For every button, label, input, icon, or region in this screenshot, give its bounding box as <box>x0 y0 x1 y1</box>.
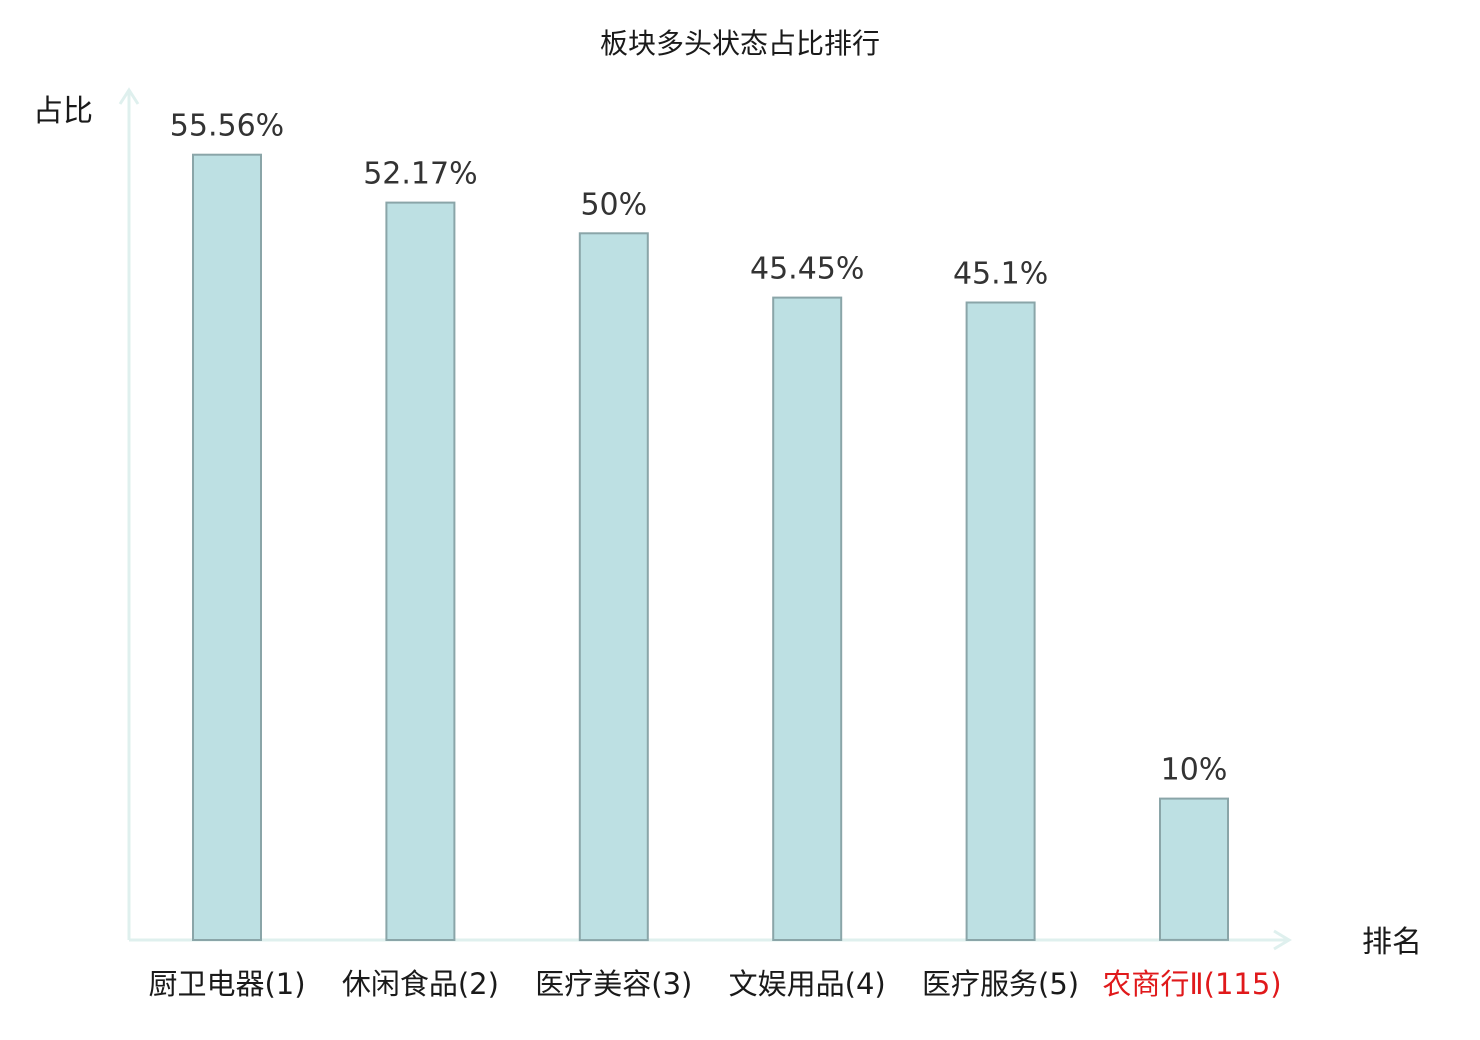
category-label: 厨卫电器(1) <box>148 967 305 1001</box>
chart-title: 板块多头状态占比排行 <box>600 27 880 60</box>
x-axis-arrow <box>1273 929 1292 951</box>
bar <box>578 232 649 942</box>
value-labels-group: 55.56% 52.17% 50% 45.45% 45.1% 10% <box>170 109 1228 788</box>
bar-value-label: 45.1% <box>953 257 1048 292</box>
category-labels-group: 厨卫电器(1) 休闲食品(2) 医疗美容(3) 文娱用品(4) 医疗服务(5) 农商行Ⅱ(… <box>148 967 1281 1001</box>
bar-value-label: 10% <box>1161 753 1228 788</box>
y-axis-label: 占比 <box>33 94 93 129</box>
bar <box>965 301 1036 941</box>
bar <box>772 296 843 942</box>
category-label: 文娱用品(4) <box>729 967 886 1001</box>
bar-value-label: 50% <box>580 187 647 222</box>
x-axis-label: 排名 <box>1362 925 1422 960</box>
bar <box>385 201 456 942</box>
y-axis-arrow <box>118 87 140 105</box>
bar-value-label: 55.56% <box>170 109 284 144</box>
category-label: 医疗美容(3) <box>535 967 692 1001</box>
bar-value-label: 52.17% <box>363 157 477 192</box>
bar <box>192 153 262 941</box>
category-label: 医疗服务(5) <box>922 967 1079 1001</box>
category-label: 休闲食品(2) <box>342 967 499 1001</box>
category-label: 农商行Ⅱ(115) <box>1102 967 1281 1001</box>
bars-group <box>192 153 1229 942</box>
bar-value-label: 45.45% <box>750 252 864 287</box>
bar <box>1159 797 1229 941</box>
